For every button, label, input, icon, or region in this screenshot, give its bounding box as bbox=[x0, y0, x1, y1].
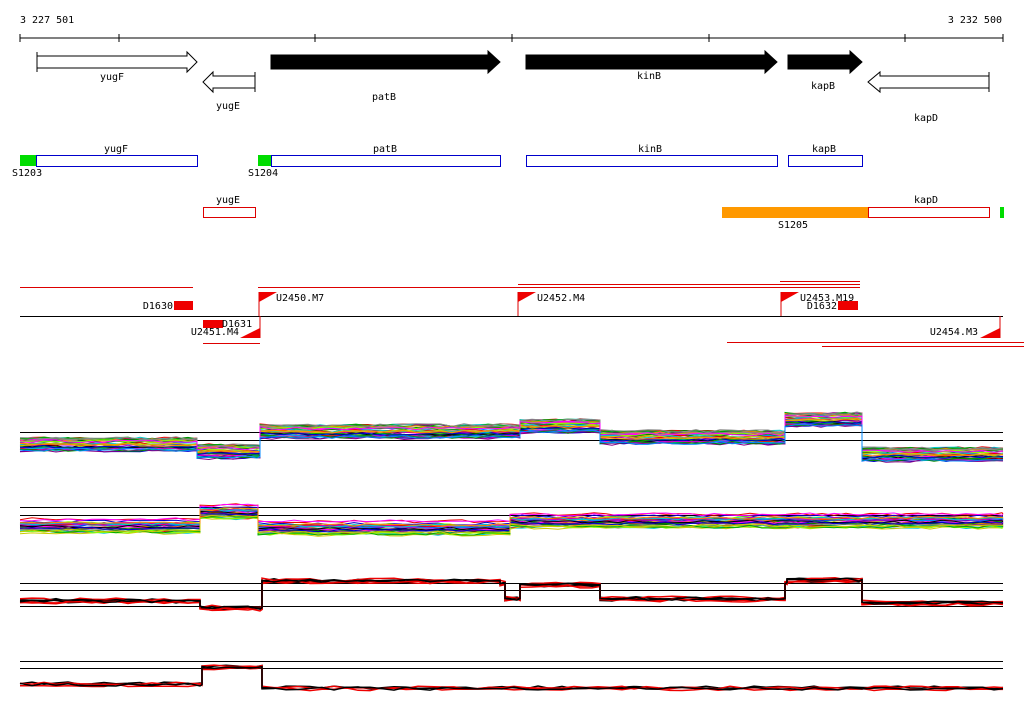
segment-label: D1632 bbox=[807, 301, 837, 312]
ruler-start: 3 227 501 bbox=[20, 15, 74, 26]
box-label: kapB bbox=[812, 144, 836, 155]
segment-label: U2452.M4 bbox=[537, 293, 585, 304]
box-label: kapD bbox=[914, 195, 938, 206]
segment-label: U2451.M4 bbox=[191, 327, 239, 338]
segments bbox=[20, 281, 1024, 347]
segment-label: U2454.M3 bbox=[930, 327, 978, 338]
segment-label: D1630 bbox=[143, 301, 173, 312]
gene-label: patB bbox=[372, 92, 396, 103]
box-label: yugE bbox=[216, 195, 240, 206]
gene-label: kapD bbox=[914, 113, 938, 124]
site-label: S1204 bbox=[248, 168, 278, 179]
signal-line bbox=[19, 514, 1004, 535]
signal-line bbox=[19, 577, 1004, 611]
signal-line bbox=[19, 516, 1004, 536]
gene-label: yugF bbox=[100, 72, 124, 83]
signal-line bbox=[20, 507, 1004, 527]
signal-line bbox=[19, 415, 1004, 454]
gene-label: kinB bbox=[637, 71, 661, 82]
segment-label: U2450.M7 bbox=[276, 293, 324, 304]
signal-line bbox=[19, 424, 1004, 462]
site-label: S1203 bbox=[12, 168, 42, 179]
box-label: kinB bbox=[638, 144, 662, 155]
signal-line bbox=[19, 577, 1004, 610]
site-label: S1205 bbox=[778, 220, 808, 231]
coding-boxes bbox=[20, 155, 1004, 218]
gene-label: kapB bbox=[811, 81, 835, 92]
signal-line bbox=[19, 579, 1004, 612]
ruler bbox=[19, 34, 1004, 42]
signal-line bbox=[19, 665, 1004, 691]
signal-tracks bbox=[19, 411, 1004, 692]
gene-arrows bbox=[36, 49, 990, 94]
box-label: yugF bbox=[104, 144, 128, 155]
signal-line bbox=[19, 580, 1004, 612]
segment-label: U2453.M19 bbox=[800, 293, 854, 304]
segment-label: D1631 bbox=[222, 319, 252, 330]
ruler-end: 3 232 500 bbox=[948, 15, 1002, 26]
gene-label: yugE bbox=[216, 101, 240, 112]
box-label: patB bbox=[373, 144, 397, 155]
